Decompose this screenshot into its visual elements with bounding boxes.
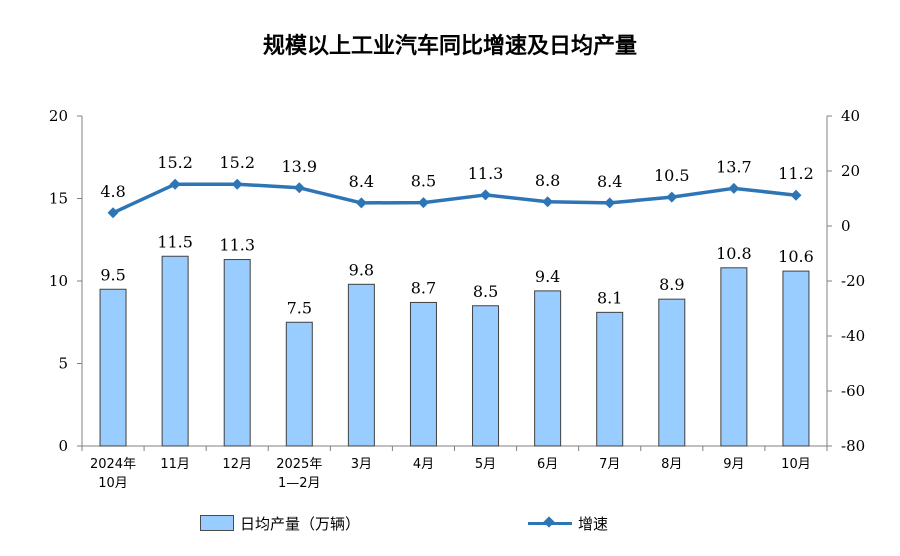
bar <box>472 305 500 447</box>
bar-data-label: 8.7 <box>411 278 436 297</box>
y-left-tick-label: 20 <box>49 107 68 125</box>
x-tick-label: 2024年 <box>90 457 136 472</box>
bar-data-label: 7.5 <box>287 298 312 317</box>
x-tick-label: 1—2月 <box>278 476 321 491</box>
line-data-label: 8.5 <box>411 172 436 191</box>
legend-bar-label: 日均产量（万辆） <box>240 514 361 533</box>
x-tick-label: 8月 <box>661 457 682 472</box>
line-point <box>355 197 367 209</box>
y-right-tick-label: -60 <box>841 382 865 400</box>
bar <box>285 321 313 447</box>
line-data-label: 8.4 <box>349 172 374 191</box>
line-point <box>107 207 119 219</box>
y-left-tick-label: 0 <box>58 437 68 455</box>
line-data-label: 8.4 <box>597 172 622 191</box>
x-tick-label: 2025年 <box>276 457 322 472</box>
y-right-tick-label: -40 <box>841 327 865 345</box>
y-left-tick-label: 5 <box>58 355 68 373</box>
y-right-tick-label: 40 <box>841 107 860 125</box>
bar-data-label: 8.1 <box>597 288 622 307</box>
y-right-tick-label: -80 <box>841 437 865 455</box>
line-point <box>480 189 492 201</box>
legend-item-line: 增速 <box>528 510 608 536</box>
x-tick-label: 5月 <box>475 457 496 472</box>
x-tick-label: 4月 <box>413 457 434 472</box>
line-point <box>790 189 802 201</box>
chart-title: 规模以上工业汽车同比增速及日均产量 <box>262 34 637 59</box>
y-left-tick-label: 15 <box>49 190 68 208</box>
x-tick-label: 3月 <box>351 457 372 472</box>
line-data-label: 13.7 <box>716 157 752 176</box>
x-tick-label: 6月 <box>537 457 558 472</box>
bar <box>534 290 562 447</box>
line-point <box>604 197 616 209</box>
bar <box>161 255 189 447</box>
bar-data-label: 10.8 <box>716 244 752 263</box>
y-left-tick-label: 10 <box>49 272 68 290</box>
growth-line <box>112 182 797 215</box>
bar-data-label: 9.5 <box>100 265 125 284</box>
line-point <box>542 196 554 208</box>
line-data-label: 15.2 <box>157 153 193 172</box>
legend-bar-swatch <box>200 515 234 531</box>
line-data-label: 10.5 <box>654 166 690 185</box>
bar <box>782 270 810 447</box>
x-tick-label: 7月 <box>599 457 620 472</box>
x-tick-label: 10月 <box>781 457 811 472</box>
bar-data-label: 8.5 <box>473 282 498 301</box>
x-tick-label: 12月 <box>222 457 252 472</box>
y-right-tick-label: 0 <box>841 217 851 235</box>
line-point <box>231 178 243 190</box>
line-point <box>666 191 678 203</box>
line-data-label: 8.8 <box>535 171 560 190</box>
bar <box>409 301 437 447</box>
bar <box>99 288 127 447</box>
legend-line-swatch <box>528 516 572 530</box>
bar-data-label: 11.3 <box>219 236 255 255</box>
line-data-label: 11.3 <box>468 164 504 183</box>
bar-data-label: 11.5 <box>157 232 193 251</box>
bar-data-label: 9.4 <box>535 267 560 286</box>
bar <box>596 311 624 447</box>
bar <box>223 259 251 447</box>
line-point <box>417 197 429 209</box>
line-data-label: 13.9 <box>281 157 317 176</box>
x-tick-label: 11月 <box>160 457 190 472</box>
bar <box>658 298 686 447</box>
y-right-tick-label: -20 <box>841 272 865 290</box>
bar <box>720 267 748 447</box>
y-right-tick-label: 20 <box>841 162 860 180</box>
bar <box>347 283 375 447</box>
line-data-label: 11.2 <box>778 164 814 183</box>
bar-data-label: 10.6 <box>778 247 814 266</box>
bar-data-label: 8.9 <box>659 275 684 294</box>
line-point <box>728 182 740 194</box>
line-data-label: 15.2 <box>219 153 255 172</box>
x-tick-label: 10月 <box>98 476 128 491</box>
bar-data-label: 9.8 <box>349 260 374 279</box>
line-data-label: 4.8 <box>100 182 125 201</box>
line-point <box>293 182 305 194</box>
x-tick-label: 9月 <box>723 457 744 472</box>
line-point <box>169 178 181 190</box>
legend-item-bar: 日均产量（万辆） <box>200 510 360 536</box>
legend-line-label: 增速 <box>578 514 609 533</box>
